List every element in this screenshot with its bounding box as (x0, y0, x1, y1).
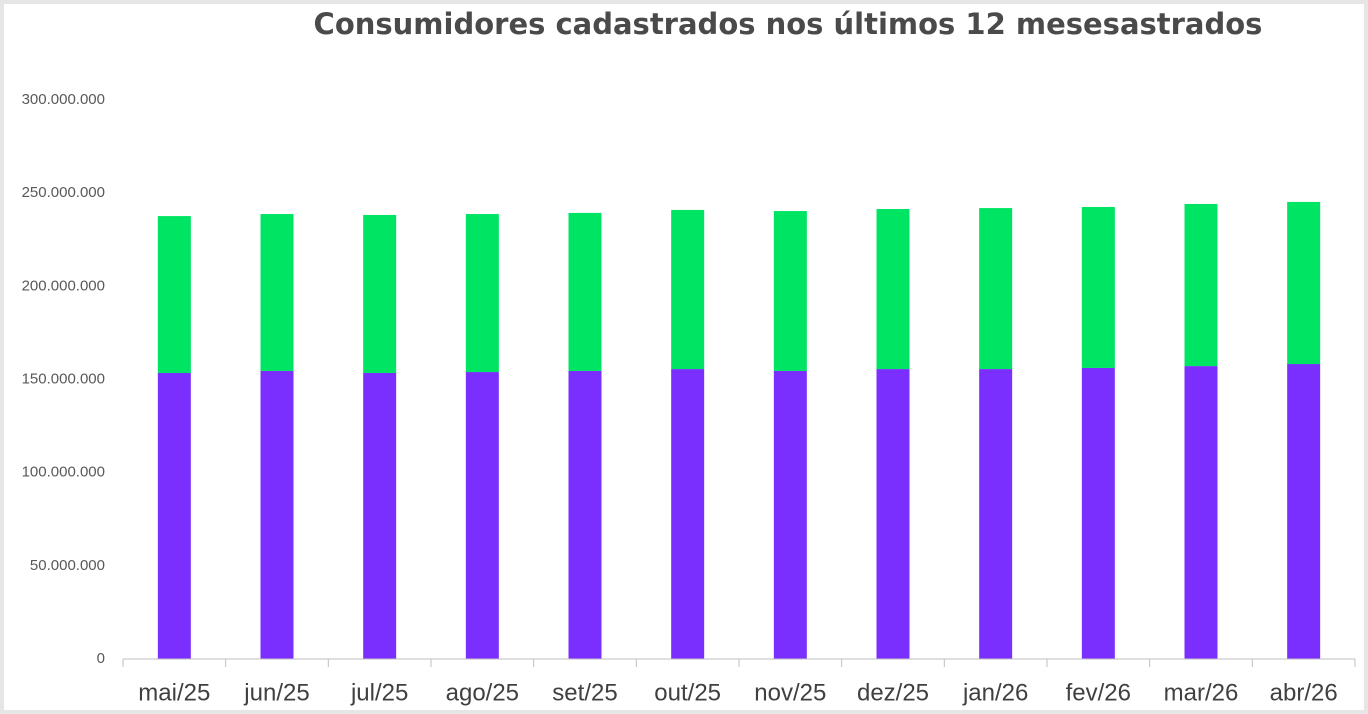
bar-segment (465, 214, 499, 373)
x-tick-label: jan/26 (962, 679, 1028, 706)
x-tick-label: fev/26 (1066, 679, 1131, 706)
bar-segment (671, 209, 705, 370)
bar-segment (1081, 206, 1115, 368)
bar-segment (363, 214, 397, 373)
bar-segment (1184, 203, 1218, 367)
x-tick-label: ago/25 (446, 679, 519, 706)
bar-segment (157, 216, 191, 373)
bar-segment (1287, 201, 1321, 365)
x-tick-label: set/25 (552, 679, 617, 706)
bar-segment (773, 211, 807, 371)
x-tick-label: mai/25 (138, 679, 210, 706)
chart-title: Consumidores cadastrados nos últimos 12 … (314, 7, 1263, 41)
y-tick-label: 200.000.000 (22, 277, 105, 294)
x-tick-label: abr/26 (1270, 679, 1338, 706)
x-tick-label: out/25 (654, 679, 721, 706)
bar-segment (1081, 367, 1115, 659)
y-tick-label: 50.000.000 (30, 557, 105, 574)
bar-segment (260, 370, 294, 659)
bar-segment (773, 370, 807, 659)
bar-segment (979, 208, 1013, 370)
x-tick-label: mar/26 (1164, 679, 1239, 706)
x-tick-label: nov/25 (754, 679, 826, 706)
bar-segment (465, 372, 499, 659)
bar-segment (671, 369, 705, 659)
bar-segment (568, 212, 602, 371)
y-tick-label: 100.000.000 (22, 464, 105, 481)
bar-segment (876, 209, 910, 370)
x-tick-label: jul/25 (350, 679, 408, 706)
bar-segment (260, 214, 294, 371)
bar-segment (876, 369, 910, 659)
bar-segment (979, 369, 1013, 659)
y-tick-label: 150.000.000 (22, 370, 105, 387)
y-tick-label: 300.000.000 (22, 91, 105, 108)
x-tick-label: jun/25 (243, 679, 309, 706)
bar-segment (1184, 366, 1218, 659)
bar-segment (568, 370, 602, 659)
y-tick-label: 0 (97, 650, 105, 667)
bar-segment (363, 372, 397, 659)
bar-segment (157, 372, 191, 659)
bar-segment (1287, 364, 1321, 659)
x-tick-label: dez/25 (857, 679, 929, 706)
y-tick-label: 250.000.000 (22, 184, 105, 201)
